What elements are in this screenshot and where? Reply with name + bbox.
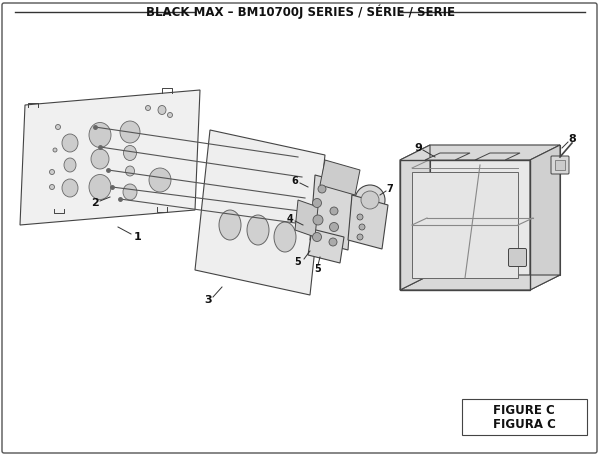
Ellipse shape <box>355 185 385 215</box>
Ellipse shape <box>329 222 338 232</box>
Ellipse shape <box>53 148 57 152</box>
FancyBboxPatch shape <box>551 156 569 174</box>
Ellipse shape <box>219 210 241 240</box>
Ellipse shape <box>123 184 137 200</box>
Ellipse shape <box>125 166 134 176</box>
Ellipse shape <box>167 112 173 117</box>
Bar <box>462 399 587 435</box>
Ellipse shape <box>146 106 151 111</box>
FancyBboxPatch shape <box>509 248 527 267</box>
Text: 5: 5 <box>314 264 322 274</box>
Ellipse shape <box>359 224 365 230</box>
Ellipse shape <box>89 175 111 199</box>
Ellipse shape <box>330 207 338 215</box>
Polygon shape <box>295 200 318 237</box>
Text: BLACK MAX – BM10700J SERIES / SÉRIE / SERIE: BLACK MAX – BM10700J SERIES / SÉRIE / SE… <box>146 5 455 19</box>
Polygon shape <box>425 153 470 160</box>
Text: FIGURE C: FIGURE C <box>493 404 555 418</box>
Ellipse shape <box>357 234 363 240</box>
Polygon shape <box>475 153 520 160</box>
Polygon shape <box>320 160 360 195</box>
Text: 7: 7 <box>386 184 394 194</box>
Polygon shape <box>430 145 560 275</box>
Polygon shape <box>195 130 325 295</box>
Text: 4: 4 <box>287 214 293 224</box>
Polygon shape <box>348 195 388 249</box>
Polygon shape <box>530 145 560 290</box>
Polygon shape <box>20 90 200 225</box>
Polygon shape <box>400 145 430 290</box>
Polygon shape <box>412 172 518 278</box>
Ellipse shape <box>124 146 137 161</box>
Ellipse shape <box>91 149 109 169</box>
Ellipse shape <box>313 198 322 207</box>
Ellipse shape <box>313 233 322 242</box>
Ellipse shape <box>329 238 337 246</box>
Text: 5: 5 <box>295 257 301 267</box>
Ellipse shape <box>318 185 326 193</box>
Ellipse shape <box>274 222 296 252</box>
Ellipse shape <box>49 184 55 189</box>
Ellipse shape <box>64 158 76 172</box>
Text: 8: 8 <box>568 134 576 144</box>
Bar <box>555 160 565 170</box>
Text: 1: 1 <box>134 232 142 242</box>
Polygon shape <box>400 145 560 160</box>
Ellipse shape <box>247 215 269 245</box>
Ellipse shape <box>361 191 379 209</box>
Ellipse shape <box>62 134 78 152</box>
Ellipse shape <box>357 214 363 220</box>
Text: 2: 2 <box>91 198 99 208</box>
Text: 9: 9 <box>414 143 422 153</box>
Ellipse shape <box>62 179 78 197</box>
Text: FIGURA C: FIGURA C <box>493 419 556 431</box>
Polygon shape <box>400 275 560 290</box>
Ellipse shape <box>89 122 111 147</box>
Ellipse shape <box>158 106 166 115</box>
Polygon shape <box>308 229 344 263</box>
Text: 3: 3 <box>204 295 212 305</box>
Ellipse shape <box>56 125 61 130</box>
Polygon shape <box>310 175 353 250</box>
Text: 6: 6 <box>292 176 298 186</box>
Ellipse shape <box>313 215 323 225</box>
Ellipse shape <box>149 168 171 192</box>
Ellipse shape <box>120 121 140 143</box>
Ellipse shape <box>49 170 55 175</box>
